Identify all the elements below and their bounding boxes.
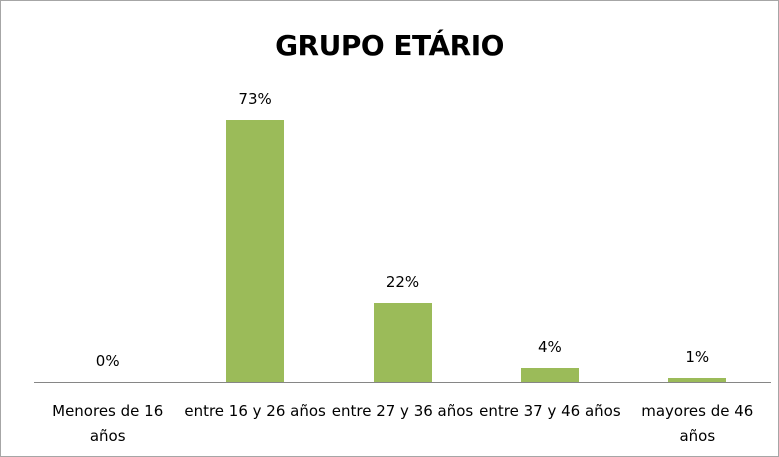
x-tick-label: entre 37 y 46 años xyxy=(479,402,621,420)
bar xyxy=(520,367,579,382)
x-tick-label: entre 16 y 26 años xyxy=(184,402,326,420)
x-axis xyxy=(34,382,771,383)
data-label: 1% xyxy=(685,348,710,367)
bar xyxy=(226,119,285,382)
data-label: 4% xyxy=(537,337,562,356)
data-label: 0% xyxy=(95,352,120,370)
x-tick-label: Menores de 16 años xyxy=(52,402,164,445)
x-tick-label: mayores de 46 años xyxy=(641,402,754,445)
chart-title: GRUPO ETÁRIO xyxy=(275,29,504,62)
data-label: 22% xyxy=(385,273,420,292)
bar xyxy=(373,303,432,382)
bar xyxy=(668,378,727,382)
data-label: 73% xyxy=(238,89,272,108)
x-tick-label: entre 27 y 36 años xyxy=(331,402,474,420)
